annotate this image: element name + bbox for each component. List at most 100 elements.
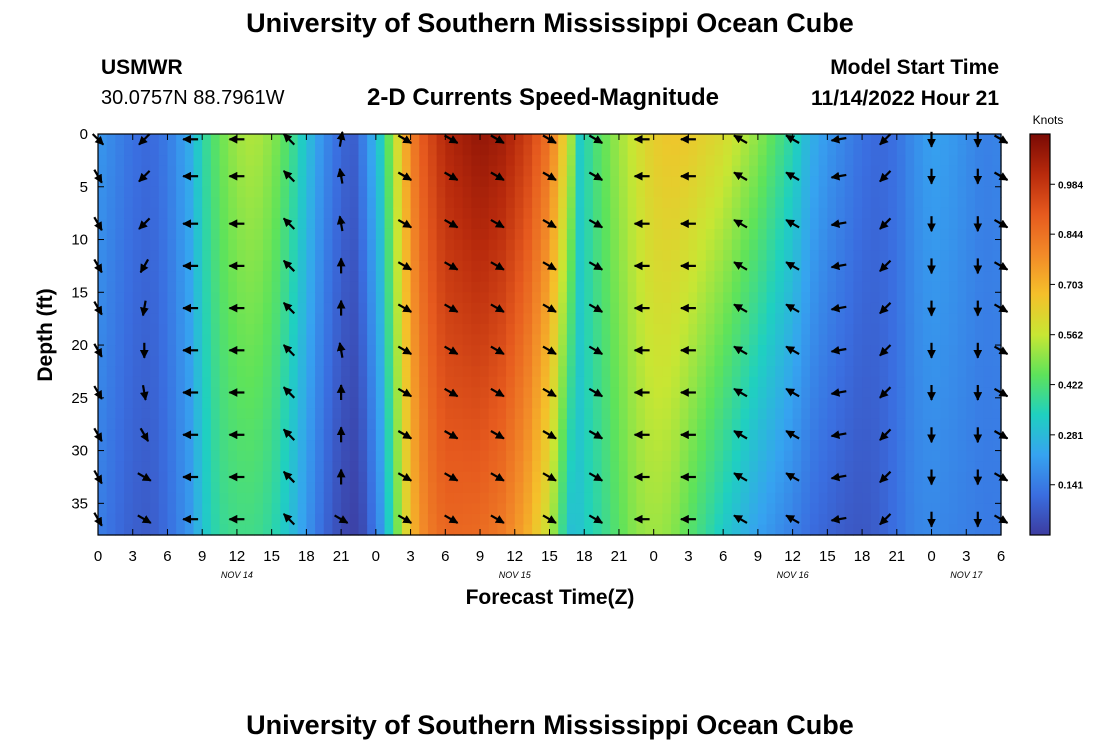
heatmap-cell (592, 397, 603, 409)
heatmap-cell (601, 440, 611, 452)
heatmap-cell (540, 250, 551, 262)
heatmap-cell (106, 450, 116, 462)
heatmap-cell (358, 461, 368, 473)
heatmap-cell (254, 429, 264, 441)
heatmap-cell (306, 355, 316, 367)
heatmap-cell (98, 197, 108, 209)
heatmap-cell (436, 134, 446, 146)
heatmap-cell (645, 366, 655, 378)
heatmap-cell (150, 134, 160, 146)
heatmap-cell (818, 165, 828, 177)
heatmap-cell (514, 376, 525, 388)
heatmap-cell (306, 482, 316, 494)
heatmap-cell (488, 250, 498, 262)
heatmap-cell (558, 313, 568, 325)
heatmap-cell (566, 134, 577, 146)
heatmap-cell (210, 492, 221, 504)
heatmap-cell (540, 271, 551, 283)
heatmap-cell (966, 260, 976, 272)
heatmap-cell (870, 207, 881, 220)
heatmap-cell (983, 197, 993, 209)
heatmap-cell (862, 524, 872, 536)
heatmap-cell (132, 207, 143, 220)
heatmap-cell (219, 271, 229, 283)
heatmap-cell (966, 418, 976, 431)
heatmap-cell (245, 292, 255, 304)
heatmap-cell (210, 418, 221, 431)
heatmap-cell (575, 513, 585, 526)
heatmap-cell (158, 524, 169, 536)
heatmap-cell (436, 418, 446, 431)
heatmap-cell (358, 260, 368, 272)
heatmap-cell (480, 440, 490, 452)
heatmap-cell (592, 323, 603, 336)
heatmap-cell (836, 323, 846, 336)
heatmap-cell (966, 313, 976, 325)
heatmap-cell (332, 524, 342, 536)
heatmap-cell (809, 228, 820, 241)
heatmap-cell (210, 471, 221, 483)
heatmap-cell (315, 387, 325, 399)
heatmap-cell (671, 513, 681, 526)
heatmap-cell (992, 323, 1002, 336)
heatmap-cell (749, 471, 759, 483)
heatmap-cell (384, 471, 394, 483)
heatmap-cell (862, 165, 872, 177)
heatmap-cell (315, 292, 325, 304)
current-vector-arrow (397, 218, 413, 229)
heatmap-cell (836, 281, 846, 293)
heatmap-cell (827, 450, 837, 462)
heatmap-cell (315, 313, 325, 325)
heatmap-cell (618, 144, 629, 156)
heatmap-cell (375, 461, 386, 473)
heatmap-cell (714, 165, 724, 177)
heatmap-cell (315, 260, 325, 272)
heatmap-cell (323, 440, 334, 452)
heatmap-cell (384, 503, 394, 515)
heatmap-cell (723, 260, 733, 272)
heatmap-cell (523, 524, 533, 536)
heatmap-cell (349, 281, 360, 293)
heatmap-cell (940, 134, 950, 146)
heatmap-cell (914, 418, 924, 431)
heatmap-cell (896, 302, 907, 314)
heatmap-cell (453, 302, 464, 314)
heatmap-cell (948, 482, 959, 494)
heatmap-cell (358, 197, 368, 209)
heatmap-cell (141, 250, 151, 262)
heatmap-cell (480, 429, 490, 441)
heatmap-cell (992, 366, 1002, 378)
heatmap-cell (245, 271, 255, 283)
heatmap-cell (940, 471, 950, 483)
heatmap-cell (818, 144, 828, 156)
heatmap-cell (584, 207, 594, 220)
current-vector-arrow (830, 171, 847, 181)
heatmap-cell (98, 524, 108, 536)
heatmap-cell (749, 345, 759, 357)
heatmap-cell (115, 250, 125, 262)
heatmap-cell (393, 482, 403, 494)
heatmap-cell (193, 271, 203, 283)
heatmap-cell (315, 355, 325, 367)
heatmap-cell (679, 334, 690, 346)
heatmap-cell (271, 218, 281, 230)
heatmap-cell (888, 418, 898, 431)
heatmap-cell (297, 239, 307, 251)
heatmap-cell (115, 228, 125, 241)
heatmap-cell (974, 482, 985, 494)
current-vector-arrow (830, 134, 847, 144)
heatmap-cell (497, 165, 507, 177)
heatmap-cell (688, 418, 698, 431)
heatmap-cell (176, 503, 186, 515)
heatmap-cell (636, 440, 646, 452)
heatmap-cell (645, 345, 655, 357)
heatmap-cell (983, 345, 993, 357)
heatmap-cell (514, 440, 525, 452)
heatmap-cell (124, 418, 134, 431)
heatmap-cell (480, 165, 490, 177)
heatmap-cell (957, 197, 967, 209)
heatmap-cell (836, 408, 846, 420)
heatmap-cell (601, 281, 611, 293)
current-vector-arrow (282, 217, 296, 230)
heatmap-cell (766, 271, 776, 283)
